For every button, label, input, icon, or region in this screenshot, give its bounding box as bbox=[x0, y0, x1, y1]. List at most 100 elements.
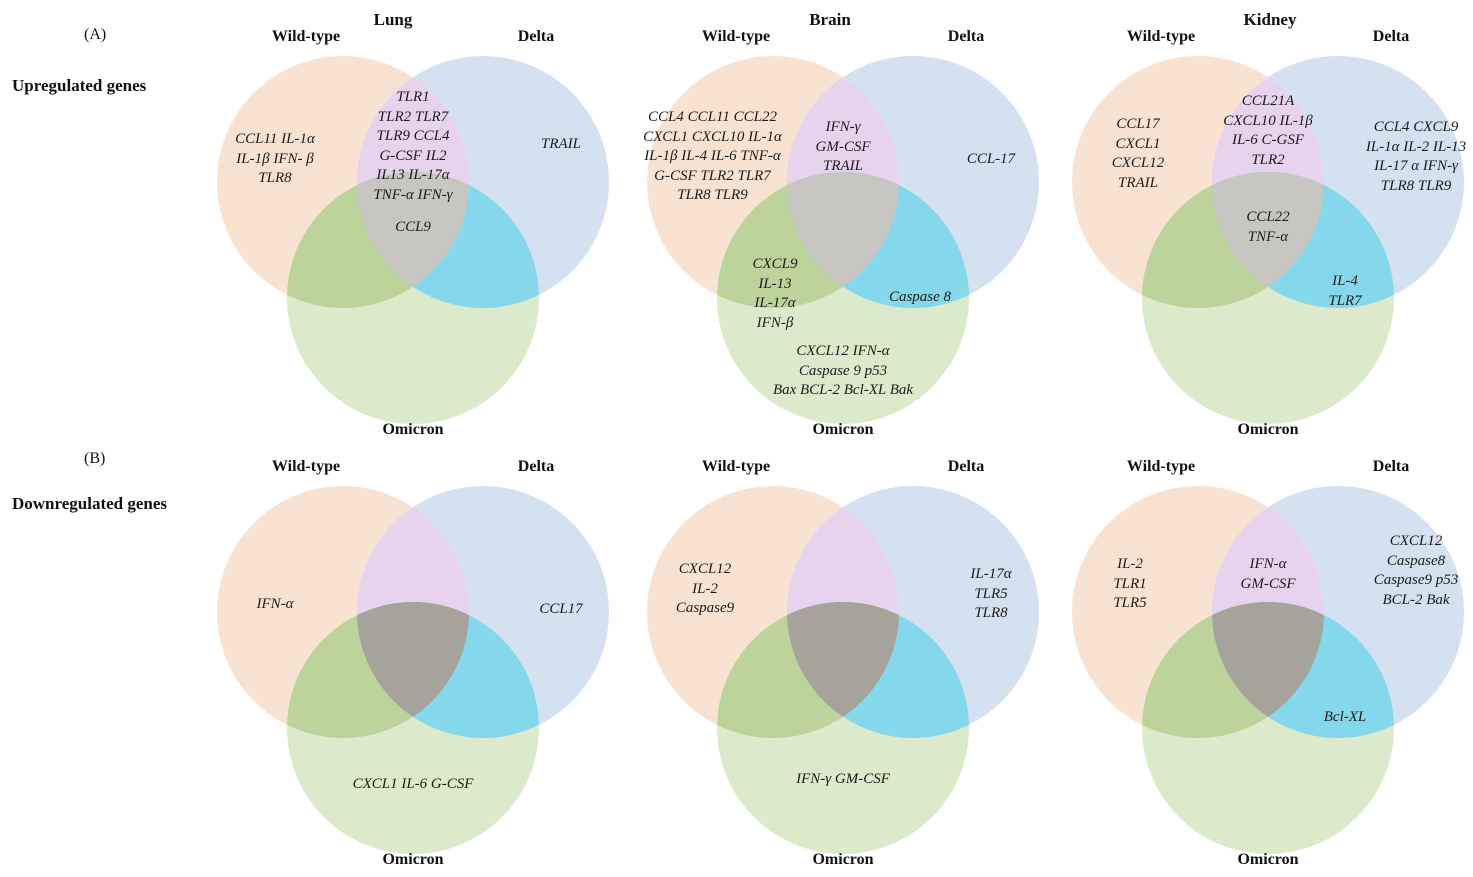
gene-line: CXCL9 bbox=[752, 256, 798, 272]
gene-line: CCL17 bbox=[1116, 116, 1160, 132]
gene-line: TRAIL bbox=[822, 158, 863, 174]
set-label-delta: Delta bbox=[1372, 28, 1410, 45]
genes-wt-delta: CCL21A CXCL10 IL-1β IL-6 C-GSF TLR2 bbox=[1196, 92, 1340, 170]
gene-line: CXCL12 IFN-α bbox=[796, 343, 890, 359]
gene-line: IFN-α bbox=[1249, 556, 1287, 572]
gene-line: CXCL1 CXCL10 IL-1α bbox=[643, 128, 782, 145]
column-title-brain: Brain bbox=[809, 10, 851, 29]
gene-line: CXCL12 bbox=[1389, 533, 1443, 549]
venn-circles bbox=[615, 460, 1085, 875]
gene-line: Caspase8 bbox=[1386, 552, 1446, 569]
gene-line: CXCL10 IL-1β bbox=[1223, 112, 1313, 129]
set-label-delta: Delta bbox=[947, 28, 985, 45]
venn-upregulated-lung: Wild-type Delta Omicron CCL11 IL-1α IL-1β… bbox=[185, 28, 655, 445]
gene-line: IL-4 bbox=[1332, 273, 1358, 289]
genes-omicron-only: CXCL12 IFN-α Caspase 9 p53 Bax BCL-2 Bcl-X… bbox=[725, 342, 961, 401]
venn-circles bbox=[185, 460, 655, 875]
gene-line: GM-CSF bbox=[1240, 575, 1296, 592]
genes-delta-omicron: IL-4 TLR7 bbox=[1280, 272, 1410, 311]
genes-wt-only: CCL4 CCL11 CCL22 CXCL1 CXCL10 IL-1α IL-1β … bbox=[615, 108, 810, 206]
set-label-wild-type: Wild-type bbox=[1126, 458, 1196, 475]
set-label-omicron: Omicron bbox=[1237, 851, 1299, 868]
set-label-wild-type: Wild-type bbox=[271, 458, 341, 475]
gene-line: TLR8 TLR9 bbox=[677, 187, 748, 203]
gene-line: TLR1 bbox=[396, 89, 430, 105]
genes-delta-only: CCL4 CXCL9 IL-1α IL-2 IL-13 IL-17 α IFN-γ T… bbox=[1336, 118, 1473, 196]
gene-line: Caspase 9 p53 bbox=[798, 362, 888, 379]
genes-center: CCL9 bbox=[351, 218, 475, 238]
gene-line: TLR5 bbox=[1113, 595, 1147, 611]
genes-wt-delta: IFN-α GM-CSF bbox=[1196, 555, 1340, 594]
gene-line: TLR8 TLR9 bbox=[1380, 177, 1452, 194]
gene-line: TLR5 bbox=[974, 585, 1008, 602]
set-label-wild-type: Wild-type bbox=[701, 28, 771, 45]
gene-line: CCL4 CXCL9 bbox=[1373, 119, 1459, 135]
gene-line: TLR1 bbox=[1113, 575, 1147, 592]
genes-wt-only: CCL17 CXCL1 CXCL12 TRAIL bbox=[1058, 115, 1218, 193]
gene-line: Bcl-XL bbox=[1323, 709, 1367, 725]
gene-line: IL13 IL-17α bbox=[376, 167, 450, 183]
venn-downregulated-brain: Wild-type Delta Omicron CXCL12 IL-2 Caspas… bbox=[615, 458, 1085, 875]
genes-delta-only: TRAIL bbox=[481, 135, 641, 155]
gene-line: TRAIL bbox=[1117, 174, 1158, 191]
gene-line: TRAIL bbox=[540, 136, 581, 152]
gene-line: IL-17 α IFN-γ bbox=[1374, 158, 1458, 174]
genes-omicron-only: CXCL1 IL-6 G-CSF bbox=[295, 775, 531, 795]
gene-line: IFN-γ bbox=[825, 119, 861, 135]
gene-line: CCL11 IL-1α bbox=[235, 131, 315, 147]
gene-line: Caspase9 p53 bbox=[1373, 572, 1459, 588]
genes-center: CCL22 TNF-α bbox=[1206, 208, 1330, 247]
gene-line: G-CSF TLR2 TLR7 bbox=[654, 167, 771, 184]
genes-delta-only: CCL-17 bbox=[911, 150, 1071, 170]
panel-b-label: (B) bbox=[84, 450, 106, 467]
gene-line: G-CSF IL2 bbox=[379, 147, 447, 164]
set-label-delta: Delta bbox=[1372, 458, 1410, 475]
panel-a-title: Upregulated genes bbox=[12, 76, 147, 95]
gene-line: IL-1β IFN- β bbox=[236, 150, 314, 167]
genes-wt-only: CCL11 IL-1α IL-1β IFN- β TLR8 bbox=[195, 130, 355, 189]
set-label-omicron: Omicron bbox=[812, 421, 874, 438]
gene-line: CXCL1 IL-6 G-CSF bbox=[352, 776, 474, 792]
venn-upregulated-brain: Wild-type Delta Omicron CCL4 CCL11 CCL22… bbox=[615, 28, 1085, 445]
gene-line: BCL-2 Bak bbox=[1382, 591, 1450, 608]
gene-line: TLR8 bbox=[258, 170, 292, 186]
set-label-wild-type: Wild-type bbox=[701, 458, 771, 475]
gene-line: CXCL12 bbox=[1111, 155, 1165, 171]
genes-delta-omicron: Bcl-XL bbox=[1280, 708, 1410, 728]
genes-wt-delta: IFN-γ GM-CSF TRAIL bbox=[771, 118, 915, 177]
venn-downregulated-lung: Wild-type Delta Omicron IFN-α CCL17 CXCL… bbox=[185, 458, 655, 875]
gene-line: IFN-γ GM-CSF bbox=[796, 771, 890, 787]
genes-wt-only: CXCL12 IL-2 Caspase9 bbox=[625, 560, 785, 619]
set-label-omicron: Omicron bbox=[1237, 421, 1299, 438]
set-label-omicron: Omicron bbox=[382, 851, 444, 868]
set-label-omicron: Omicron bbox=[812, 851, 874, 868]
gene-line: Caspase 8 bbox=[888, 289, 952, 305]
gene-line: GM-CSF bbox=[815, 138, 871, 155]
gene-line: TLR2 bbox=[1251, 151, 1285, 168]
gene-line: TNF-α bbox=[1247, 228, 1289, 245]
gene-line: IFN-α bbox=[256, 596, 294, 612]
gene-line: IL-2 bbox=[692, 580, 718, 597]
set-label-delta: Delta bbox=[517, 28, 555, 45]
set-label-omicron: Omicron bbox=[382, 421, 444, 438]
panel-a-label: (A) bbox=[84, 26, 107, 43]
gene-line: CCL22 bbox=[1246, 209, 1290, 225]
venn-downregulated-kidney: Wild-type Delta Omicron IL-2 TLR1 TLR5 IFN… bbox=[1040, 458, 1473, 875]
gene-line: CCL9 bbox=[395, 219, 431, 235]
genes-wt-omicron: CXCL9 IL-13 IL-17α IFN-β bbox=[710, 255, 840, 333]
gene-line: TLR8 bbox=[974, 605, 1008, 621]
gene-line: CCL17 bbox=[539, 601, 583, 617]
genes-omicron-only: IFN-γ GM-CSF bbox=[725, 770, 961, 790]
gene-line: TLR7 bbox=[1328, 292, 1362, 309]
column-title-kidney: Kidney bbox=[1243, 10, 1297, 29]
gene-line: IL-17α bbox=[970, 566, 1012, 582]
genes-delta-only: IL-17α TLR5 TLR8 bbox=[911, 565, 1071, 624]
gene-line: CCL4 CCL11 CCL22 bbox=[648, 109, 777, 125]
gene-line: TLR2 TLR7 bbox=[377, 108, 449, 125]
gene-line: CXCL1 bbox=[1115, 135, 1161, 152]
gene-line: IL-17α bbox=[754, 295, 796, 311]
panel-b-title: Downregulated genes bbox=[12, 494, 168, 513]
genes-delta-only: CCL17 bbox=[481, 600, 641, 620]
gene-line: IL-1β IL-4 IL-6 TNF-α bbox=[644, 148, 781, 164]
gene-line: IL-2 bbox=[1117, 556, 1143, 572]
